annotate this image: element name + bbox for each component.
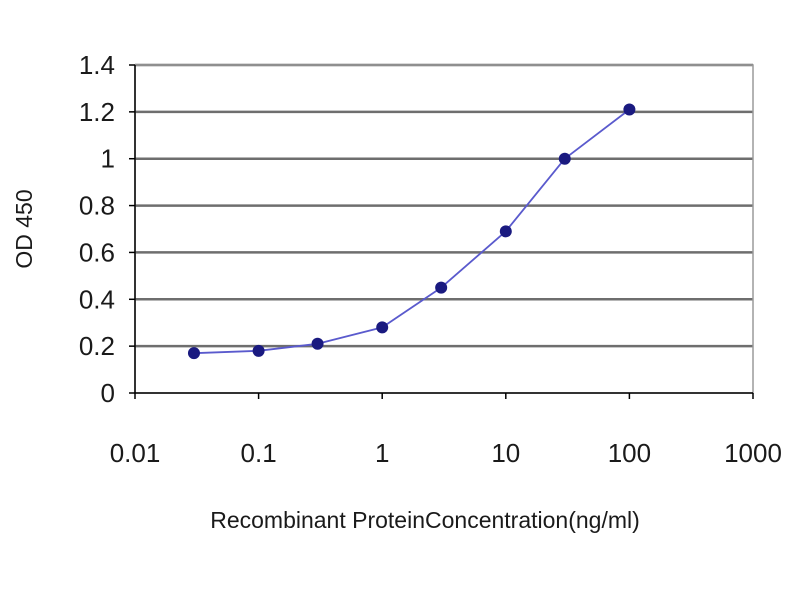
y-tick-label-0: 0 [101,378,115,408]
data-point-0-6 [558,152,571,165]
axes [129,64,754,399]
data-point-0-5 [499,225,512,238]
x-tick-label-0: 0.01 [110,438,161,468]
series-line-0 [193,108,630,355]
plot-area [135,65,753,393]
data-point-0-7 [623,103,636,116]
y-tick-label-5: 1 [101,144,115,174]
x-tick-label-5: 1000 [724,438,782,468]
y-tick-label-3: 0.6 [79,237,115,267]
series-layer [187,103,636,360]
y-tick-label-7: 1.4 [79,50,115,80]
y-tick-label-4: 0.8 [79,191,115,221]
data-point-0-0 [187,347,200,360]
y-axis-title: OD 450 [11,189,37,268]
y-tick-labels: 0 0.2 0.4 0.6 0.8 1 1.2 1.4 [79,50,115,408]
x-tick-label-3: 10 [491,438,520,468]
data-point-0-1 [252,344,265,357]
x-axis-title: Recombinant ProteinConcentration(ng/ml) [210,507,640,533]
data-point-0-4 [435,281,448,294]
y-tick-label-1: 0.2 [79,331,115,361]
x-tick-label-1: 0.1 [241,438,277,468]
x-tick-labels: 0.01 0.1 1 10 100 1000 [110,438,782,468]
y-tick-label-2: 0.4 [79,284,115,314]
x-tick-label-2: 1 [375,438,389,468]
x-tick-label-4: 100 [608,438,651,468]
y-tick-label-6: 1.2 [79,97,115,127]
data-point-0-3 [376,321,389,334]
data-point-0-2 [311,337,324,350]
